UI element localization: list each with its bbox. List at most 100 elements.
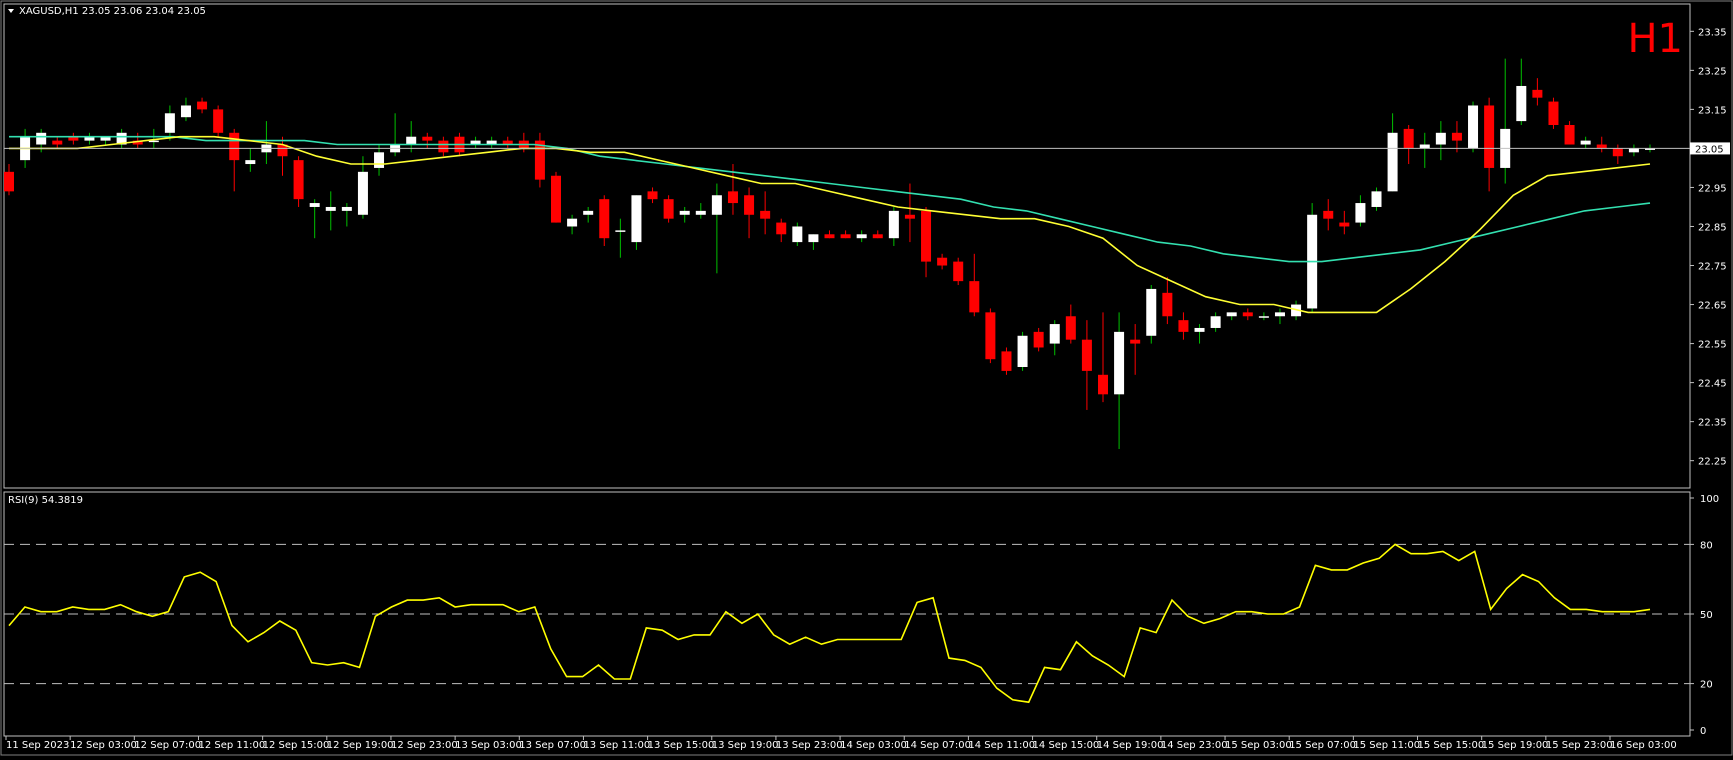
- symbol-header: XAGUSD,H1 23.05 23.06 23.04 23.05: [19, 6, 206, 17]
- candle-body: [953, 261, 964, 282]
- time-tick-label: 14 Sep 19:00: [1097, 740, 1164, 751]
- candle-body: [792, 226, 803, 243]
- candle-body: [1274, 312, 1285, 317]
- price-tick-label: 22.65: [1698, 301, 1727, 312]
- price-tick-label: 22.45: [1698, 379, 1727, 390]
- candle-body: [1098, 374, 1108, 395]
- candle-body: [1146, 288, 1157, 336]
- candle-body: [116, 132, 127, 145]
- price-tick-label: 22.95: [1698, 183, 1727, 194]
- time-tick-label: 16 Sep 03:00: [1610, 740, 1677, 751]
- candle-body: [1645, 148, 1655, 150]
- candle-body: [631, 195, 642, 243]
- candle-body: [1258, 316, 1269, 318]
- candle-body: [1178, 320, 1189, 332]
- candle-body: [1371, 191, 1382, 207]
- rsi-tick-label: 80: [1700, 540, 1713, 551]
- price-tick-label: 22.25: [1698, 457, 1727, 468]
- candle-body: [1548, 101, 1559, 125]
- time-tick-label: 13 Sep 03:00: [455, 740, 522, 751]
- candle-body: [1226, 312, 1237, 317]
- candle-body: [52, 140, 63, 145]
- time-tick-label: 12 Sep 11:00: [198, 740, 265, 751]
- time-tick-label: 12 Sep 19:00: [327, 740, 394, 751]
- candle-body: [229, 132, 240, 161]
- candle-body: [840, 234, 851, 239]
- candle-body: [470, 140, 481, 145]
- candle-body: [1451, 132, 1462, 141]
- candle-body: [1339, 222, 1350, 227]
- candle-body: [325, 206, 336, 211]
- candle-body: [36, 132, 47, 145]
- rsi-header: RSI(9) 54.3819: [8, 495, 83, 506]
- candle-body: [374, 152, 385, 168]
- candle-body: [1628, 148, 1639, 153]
- candle-body: [1419, 144, 1430, 149]
- time-tick-label: 12 Sep 03:00: [70, 740, 137, 751]
- candle-body: [534, 140, 545, 180]
- time-tick-label: 12 Sep 07:00: [134, 740, 201, 751]
- candle-body: [1001, 351, 1012, 371]
- candle-body: [679, 210, 690, 215]
- candle-body: [1194, 327, 1205, 332]
- candle-body: [727, 191, 738, 204]
- symbol-menu-icon[interactable]: [8, 9, 14, 13]
- candle-body: [213, 109, 224, 133]
- candle-body: [856, 234, 867, 239]
- candle-body: [1114, 331, 1125, 395]
- candle-body: [1532, 89, 1543, 98]
- candle-body: [1596, 144, 1607, 149]
- time-tick-label: 15 Sep 03:00: [1225, 740, 1292, 751]
- rsi-tick-label: 20: [1700, 680, 1713, 691]
- fast-moving-average-line: [9, 135, 1651, 314]
- candle-body: [1130, 339, 1141, 344]
- candle-body: [985, 312, 996, 360]
- current-price-label: 23.05: [1695, 144, 1724, 155]
- candle-body: [1049, 324, 1060, 344]
- price-tick-label: 22.85: [1698, 222, 1727, 233]
- candle-body: [1017, 335, 1028, 367]
- candle-body: [888, 210, 899, 239]
- time-tick-label: 14 Sep 03:00: [840, 740, 907, 751]
- time-tick-label: 11 Sep 2023: [6, 740, 69, 751]
- candle-body: [4, 171, 14, 192]
- rsi-line: [8, 543, 1651, 704]
- candle-body: [341, 206, 352, 211]
- candle-body: [277, 144, 288, 157]
- price-tick-label: 23.25: [1698, 66, 1727, 77]
- price-tick-label: 23.15: [1698, 105, 1727, 116]
- candle-body: [1403, 128, 1414, 149]
- rsi-series: [8, 543, 1651, 704]
- candle-body: [969, 281, 980, 313]
- candle-body: [1033, 331, 1044, 348]
- price-tick-label: 22.35: [1698, 418, 1727, 429]
- slow-moving-average-line: [9, 135, 1651, 263]
- time-tick-label: 15 Sep 19:00: [1482, 740, 1549, 751]
- rsi-tick-label: 50: [1700, 610, 1713, 621]
- rsi-tick-label: 100: [1700, 494, 1719, 505]
- candle-body: [776, 222, 787, 235]
- price-tick-label: 23.35: [1698, 27, 1727, 38]
- candle-body: [599, 199, 610, 239]
- price-tick-label: 22.75: [1698, 262, 1727, 273]
- candlestick-series: [4, 58, 1655, 449]
- candle-body: [663, 199, 674, 219]
- candle-body: [502, 140, 513, 145]
- candle-body: [695, 210, 706, 215]
- candle-body: [486, 140, 497, 145]
- candle-body: [872, 234, 883, 239]
- candle-body: [1580, 140, 1591, 145]
- time-tick-label: 13 Sep 23:00: [776, 740, 843, 751]
- candle-body: [937, 257, 948, 266]
- timeframe-badge: H1: [1627, 16, 1683, 62]
- price-tick-label: 22.55: [1698, 340, 1727, 351]
- time-tick-label: 15 Sep 11:00: [1353, 740, 1420, 751]
- candle-body: [1355, 203, 1366, 223]
- candle-body: [567, 218, 578, 227]
- candle-body: [760, 210, 771, 219]
- candle-body: [197, 101, 208, 110]
- time-tick-label: 15 Sep 07:00: [1289, 740, 1356, 751]
